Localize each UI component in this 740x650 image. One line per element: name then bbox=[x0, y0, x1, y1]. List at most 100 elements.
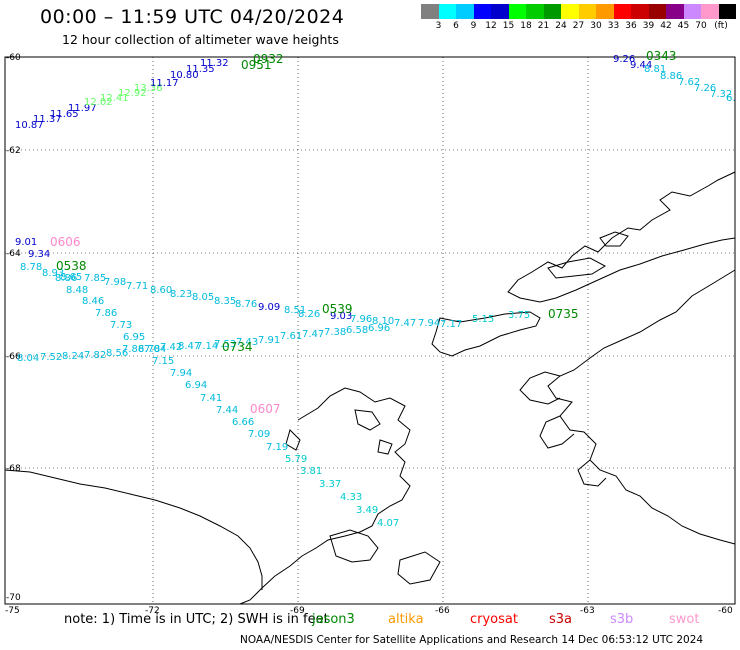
legend-swatch bbox=[631, 4, 649, 19]
wave-height-value: 5.15 bbox=[472, 314, 494, 325]
legend-swatch bbox=[438, 4, 456, 19]
wave-height-value: 11.17 bbox=[150, 78, 179, 89]
wave-height-value: 7.47 bbox=[302, 329, 324, 340]
wave-height-value: 9.03 bbox=[330, 311, 352, 322]
legend-tick-label: 3 bbox=[435, 21, 442, 31]
legend-swatch bbox=[456, 4, 474, 19]
wave-height-value: 8.93 bbox=[42, 268, 64, 279]
legend-swatch bbox=[491, 4, 509, 19]
wave-height-value: 3.81 bbox=[300, 466, 322, 477]
legend-tick-label: 27 bbox=[572, 21, 585, 31]
satellite-name: cryosat bbox=[470, 612, 518, 627]
wave-height-value: 12.41 bbox=[100, 93, 129, 104]
wave-height-value: 7.53 bbox=[214, 339, 236, 350]
wave-height-value: 8.47 bbox=[178, 341, 200, 352]
wave-height-value: 7.85 bbox=[84, 273, 106, 284]
wave-height-value: 4.07 bbox=[377, 518, 399, 529]
wave-height-value: 7.91 bbox=[258, 335, 280, 346]
satellite-name: swot bbox=[669, 612, 700, 627]
legend-swatch bbox=[648, 4, 666, 19]
legend-tick-label: 21 bbox=[537, 21, 550, 31]
wave-height-value: 11.97 bbox=[68, 103, 97, 114]
wave-height-value: 8.35 bbox=[214, 296, 236, 307]
legend-swatch bbox=[701, 4, 719, 19]
wave-height-value: 8.76 bbox=[235, 299, 257, 310]
wave-height-value: 7.86 bbox=[95, 308, 117, 319]
wave-height-value: 8.81 bbox=[644, 64, 666, 75]
wave-height-value: 8.78 bbox=[20, 262, 42, 273]
legend-swatch bbox=[561, 4, 579, 19]
wave-height-value: 6.66 bbox=[232, 417, 254, 428]
wave-height-value: 9.09 bbox=[258, 302, 280, 313]
wave-height-value: 7.71 bbox=[126, 281, 148, 292]
lat-label: -62 bbox=[6, 146, 21, 156]
wave-height-value: 7.82 bbox=[84, 350, 106, 361]
pass-time-label: 0951 bbox=[241, 58, 272, 72]
wave-height-value: 13.36 bbox=[134, 83, 163, 94]
legend-tick-label: 15 bbox=[502, 21, 515, 31]
pass-time-label: 0734 bbox=[222, 340, 253, 354]
wave-height-value: 7.14 bbox=[196, 341, 218, 352]
legend-tick-label: 39 bbox=[642, 21, 655, 31]
wave-height-value: 8.04 bbox=[17, 353, 39, 364]
pass-labels: 0932 0951 0343 0606 0538 0539 0735 0734 … bbox=[50, 49, 677, 416]
wave-height-value: 7.43 bbox=[236, 337, 258, 348]
pass-time-label: 0932 bbox=[253, 52, 284, 66]
wave-height-value: 4.33 bbox=[340, 492, 362, 503]
legend-swatch bbox=[543, 4, 561, 19]
wave-height-value: 8.05 bbox=[192, 292, 214, 303]
legend-tick-label: 30 bbox=[590, 21, 602, 31]
wave-height-value: 6.96 bbox=[368, 323, 390, 334]
wave-height-value: 9.01 bbox=[15, 237, 37, 248]
lat-label: -66 bbox=[6, 352, 21, 362]
lon-label: -63 bbox=[580, 606, 595, 616]
wave-height-value: 5.79 bbox=[285, 454, 307, 465]
wave-height-value: 7.62 bbox=[678, 77, 700, 88]
wave-height-value: 7.96 bbox=[350, 314, 372, 325]
wave-height-value: 10.87 bbox=[15, 120, 44, 131]
wave-height-value: 12.02 bbox=[84, 97, 113, 108]
lon-label: -60 bbox=[718, 606, 733, 616]
lat-label: -70 bbox=[6, 593, 21, 603]
wave-height-value: 8.23 bbox=[170, 289, 192, 300]
legend-tick-label: 70 bbox=[695, 21, 707, 31]
wave-height-value: 8.51 bbox=[284, 305, 306, 316]
lon-label: -75 bbox=[5, 606, 20, 616]
legend-swatch bbox=[473, 4, 491, 19]
wave-height-value: 11.65 bbox=[50, 109, 79, 120]
legend-swatch bbox=[508, 4, 526, 19]
satellite-name: s3a bbox=[549, 612, 573, 627]
map-frame bbox=[4, 56, 736, 605]
wave-height-value: 7.94 bbox=[418, 318, 440, 329]
wave-height-value: 7.32 bbox=[710, 89, 732, 100]
pass-time-label: 0539 bbox=[322, 302, 353, 316]
wave-height-value: 7.38 bbox=[324, 327, 346, 338]
legend-tick-label: 6 bbox=[453, 21, 459, 31]
wave-height-value: 6.95 bbox=[123, 332, 145, 343]
credit-line: NOAA/NESDIS Center for Satellite Applica… bbox=[240, 634, 704, 646]
wave-height-value: 6.94 bbox=[185, 380, 207, 391]
map-title: 00:00 – 11:59 UTC 04/20/2024 bbox=[40, 6, 345, 28]
satellite-name: altika bbox=[388, 612, 424, 627]
lat-label: -60 bbox=[6, 53, 21, 63]
wave-height-value: 7.42 bbox=[160, 342, 182, 353]
legend-swatch bbox=[613, 4, 631, 19]
wave-height-value: 11.35 bbox=[186, 64, 215, 75]
legend-tick-label: 12 bbox=[485, 21, 497, 31]
wave-height-value: 9.44 bbox=[630, 60, 652, 71]
legend-swatch bbox=[596, 4, 614, 19]
pass-time-label: 0735 bbox=[548, 307, 579, 321]
satellite-name: jason3 bbox=[312, 612, 355, 627]
lon-label: -69 bbox=[290, 606, 305, 616]
legend-tick-label: 33 bbox=[607, 21, 620, 31]
wave-height-value: 6.78 bbox=[138, 344, 160, 355]
pass-time-label: 0606 bbox=[50, 235, 81, 249]
legend-swatch bbox=[666, 4, 684, 19]
map-subtitle: 12 hour collection of altimeter wave hei… bbox=[62, 32, 339, 47]
wave-height-value: 7.15 bbox=[152, 356, 174, 367]
legend-tick-label: 45 bbox=[677, 21, 690, 31]
wave-height-value: 11.37 bbox=[33, 114, 62, 125]
footnote: note: 1) Time is in UTC; 2) SWH is in fe… bbox=[64, 612, 329, 627]
wave-height-value: 7.19 bbox=[266, 442, 288, 453]
lon-label: -72 bbox=[145, 606, 160, 616]
